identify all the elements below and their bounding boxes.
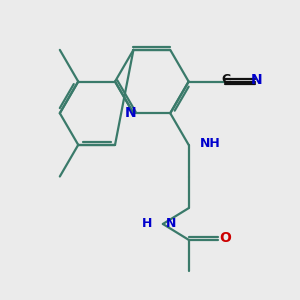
Text: C: C bbox=[221, 73, 230, 86]
Text: H: H bbox=[142, 217, 152, 230]
Text: N: N bbox=[125, 106, 136, 120]
Text: N: N bbox=[166, 217, 176, 230]
Text: NH: NH bbox=[200, 136, 220, 149]
Text: O: O bbox=[219, 231, 231, 245]
Text: N: N bbox=[251, 73, 262, 87]
